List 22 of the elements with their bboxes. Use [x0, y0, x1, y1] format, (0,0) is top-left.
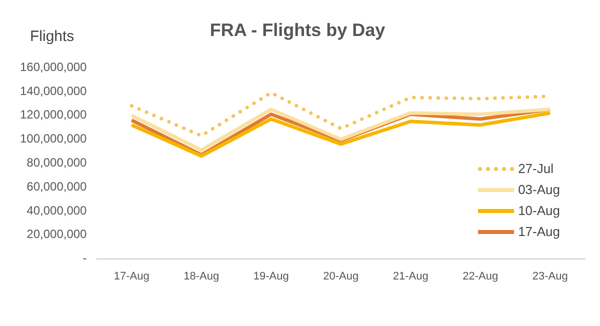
- y-tick-label: 120,000,000: [20, 108, 88, 122]
- y-tick-label: 160,000,000: [20, 60, 88, 74]
- y-tick-label: 40,000,000: [26, 203, 88, 218]
- x-tick-label: 21-Aug: [392, 270, 428, 282]
- legend-label: 27-Jul: [518, 161, 554, 176]
- legend-label: 10-Aug: [518, 203, 560, 218]
- legend-label: 17-Aug: [518, 224, 560, 239]
- x-tick-label: 18-Aug: [184, 270, 220, 282]
- y-tick-label: 20,000,000: [26, 227, 88, 242]
- x-tick-label: 22-Aug: [462, 270, 498, 282]
- x-tick-label: 19-Aug: [253, 270, 289, 282]
- y-tick-label: 140,000,000: [20, 84, 88, 98]
- y-tick-label: 100,000,000: [20, 132, 88, 146]
- y-tick-label: -: [82, 251, 87, 266]
- y-tick-label: 80,000,000: [26, 156, 88, 170]
- chart-title: FRA - Flights by Day: [210, 20, 386, 40]
- legend-label: 03-Aug: [518, 182, 560, 197]
- y-tick-label: 60,000,000: [26, 179, 88, 194]
- x-tick-label: 20-Aug: [323, 270, 359, 282]
- x-tick-label: 17-Aug: [114, 270, 150, 282]
- x-tick-label: 23-Aug: [532, 270, 568, 282]
- y-axis-title: Flights: [30, 28, 74, 46]
